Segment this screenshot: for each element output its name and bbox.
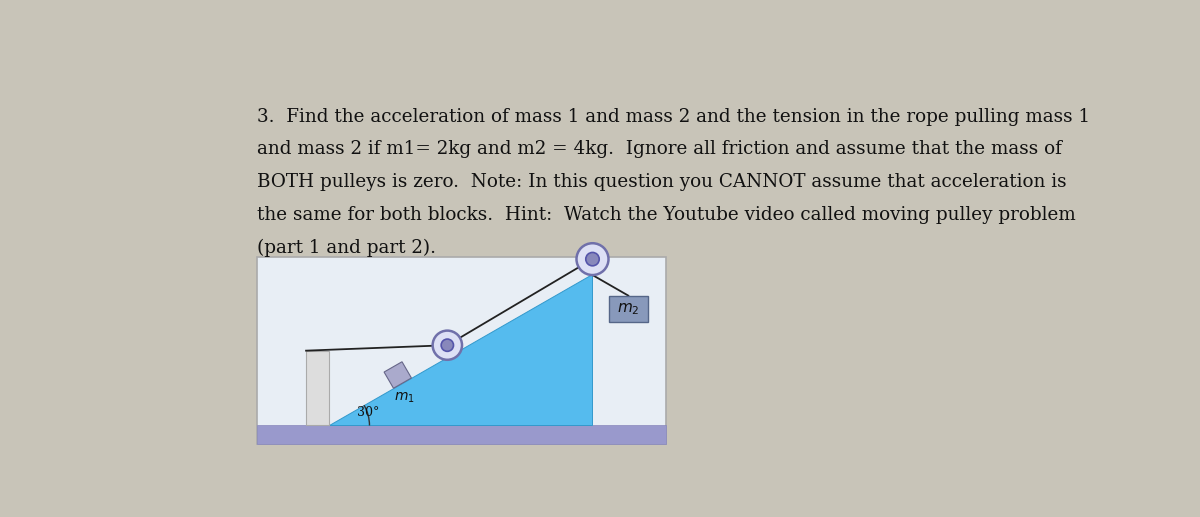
Text: 3.  Find the acceleration of mass 1 and mass 2 and the tension in the rope pulli: 3. Find the acceleration of mass 1 and m… <box>257 108 1090 126</box>
Text: 30°: 30° <box>358 406 379 419</box>
Bar <box>306 351 329 425</box>
Circle shape <box>576 243 608 275</box>
Circle shape <box>442 339 454 352</box>
Text: the same for both blocks.  Hint:  Watch the Youtube video called moving pulley p: the same for both blocks. Hint: Watch th… <box>257 206 1075 224</box>
Text: $m_1$: $m_1$ <box>394 390 414 405</box>
Bar <box>608 296 648 322</box>
Circle shape <box>586 252 599 266</box>
Text: $m_2$: $m_2$ <box>617 301 640 316</box>
Text: and mass 2 if m1= 2kg and m2 = 4kg.  Ignore all friction and assume that the mas: and mass 2 if m1= 2kg and m2 = 4kg. Igno… <box>257 141 1062 159</box>
Circle shape <box>433 330 462 360</box>
Bar <box>257 257 666 444</box>
Bar <box>257 425 666 444</box>
Polygon shape <box>384 362 412 388</box>
Polygon shape <box>329 274 593 425</box>
Text: BOTH pulleys is zero.  Note: In this question you CANNOT assume that acceleratio: BOTH pulleys is zero. Note: In this ques… <box>257 173 1067 191</box>
Text: (part 1 and part 2).: (part 1 and part 2). <box>257 238 436 256</box>
